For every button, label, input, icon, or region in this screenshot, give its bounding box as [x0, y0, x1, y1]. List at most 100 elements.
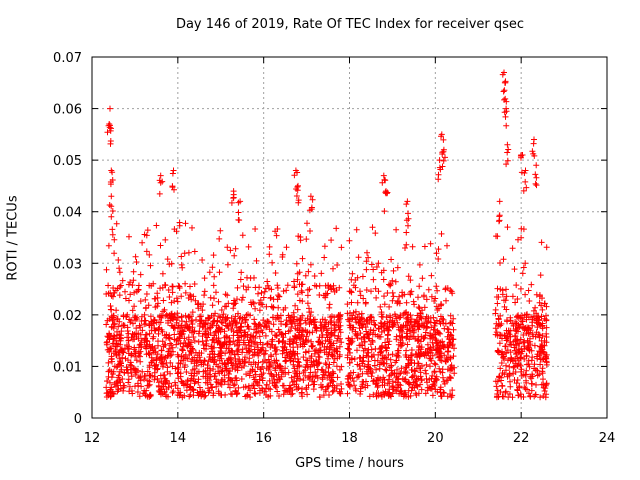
data-point	[389, 323, 396, 330]
data-point	[153, 222, 160, 229]
data-point	[403, 229, 410, 236]
data-point	[170, 388, 177, 395]
data-point	[368, 373, 375, 380]
data-point	[208, 384, 215, 391]
data-point	[530, 140, 537, 147]
data-point	[222, 391, 229, 398]
data-point	[283, 244, 290, 251]
data-point	[385, 341, 392, 348]
data-point	[348, 355, 355, 362]
data-point	[225, 325, 232, 332]
data-point	[261, 288, 268, 295]
data-point	[347, 370, 354, 376]
data-point	[251, 390, 258, 397]
data-point	[352, 284, 359, 291]
data-point	[172, 379, 178, 386]
data-point	[198, 350, 205, 357]
data-point	[394, 319, 401, 326]
data-point	[124, 324, 131, 331]
data-point	[380, 374, 387, 381]
data-point	[347, 349, 353, 356]
data-point	[207, 330, 214, 336]
data-point	[362, 300, 369, 307]
data-point	[344, 390, 351, 397]
data-point	[400, 324, 406, 331]
data-point	[225, 345, 232, 352]
data-point	[224, 292, 231, 299]
data-point	[338, 339, 345, 346]
data-point	[227, 377, 234, 384]
data-point	[433, 283, 440, 290]
data-point	[351, 382, 358, 389]
data-point	[378, 348, 385, 355]
data-point	[166, 332, 173, 339]
data-point	[223, 303, 230, 310]
data-point	[345, 335, 352, 342]
data-point	[513, 336, 520, 343]
data-point	[318, 366, 325, 373]
data-point	[265, 356, 272, 363]
data-point	[519, 152, 526, 158]
data-point	[394, 297, 401, 304]
data-point	[240, 384, 247, 391]
data-point	[166, 345, 173, 352]
data-point	[140, 390, 147, 397]
data-point	[204, 362, 211, 369]
data-point	[529, 316, 536, 323]
data-point	[337, 313, 344, 320]
data-point	[494, 285, 501, 292]
data-point	[387, 312, 393, 319]
data-point	[174, 298, 181, 305]
data-point	[434, 351, 440, 358]
data-point	[263, 303, 270, 310]
data-point	[244, 274, 250, 281]
data-point	[191, 248, 198, 255]
data-point	[105, 282, 112, 289]
data-point	[380, 276, 387, 283]
data-point	[182, 289, 189, 296]
data-point	[523, 311, 530, 318]
data-point	[317, 319, 324, 326]
data-point	[207, 351, 213, 358]
data-point	[177, 373, 184, 380]
data-point	[162, 236, 169, 243]
data-point	[537, 361, 544, 368]
data-point	[238, 323, 245, 330]
data-point	[309, 196, 316, 203]
data-point	[423, 375, 430, 382]
data-point	[406, 379, 413, 386]
data-point	[232, 245, 239, 252]
data-point	[244, 334, 251, 341]
data-point	[501, 297, 507, 304]
data-point	[294, 363, 301, 370]
data-point	[236, 334, 243, 341]
data-point	[449, 342, 456, 349]
data-point	[268, 286, 275, 293]
data-point	[159, 338, 166, 345]
data-point	[187, 347, 193, 354]
data-point	[246, 372, 253, 379]
data-point	[313, 327, 320, 334]
data-point	[325, 285, 332, 291]
data-point	[423, 361, 430, 368]
data-point	[154, 375, 161, 382]
data-point	[233, 377, 240, 384]
data-point	[263, 381, 270, 388]
data-point	[132, 383, 138, 390]
data-point	[154, 365, 161, 372]
data-point	[280, 391, 287, 398]
data-point	[143, 291, 150, 297]
data-point	[427, 355, 434, 362]
data-point	[377, 303, 384, 310]
data-point	[132, 371, 139, 378]
data-point	[422, 367, 429, 374]
data-point	[131, 289, 138, 296]
data-point	[269, 380, 276, 387]
data-point	[410, 329, 417, 336]
data-point	[258, 327, 265, 334]
data-point	[197, 320, 204, 327]
data-point	[156, 324, 163, 331]
data-point	[188, 296, 195, 303]
data-point	[273, 357, 280, 364]
data-point	[402, 245, 408, 251]
